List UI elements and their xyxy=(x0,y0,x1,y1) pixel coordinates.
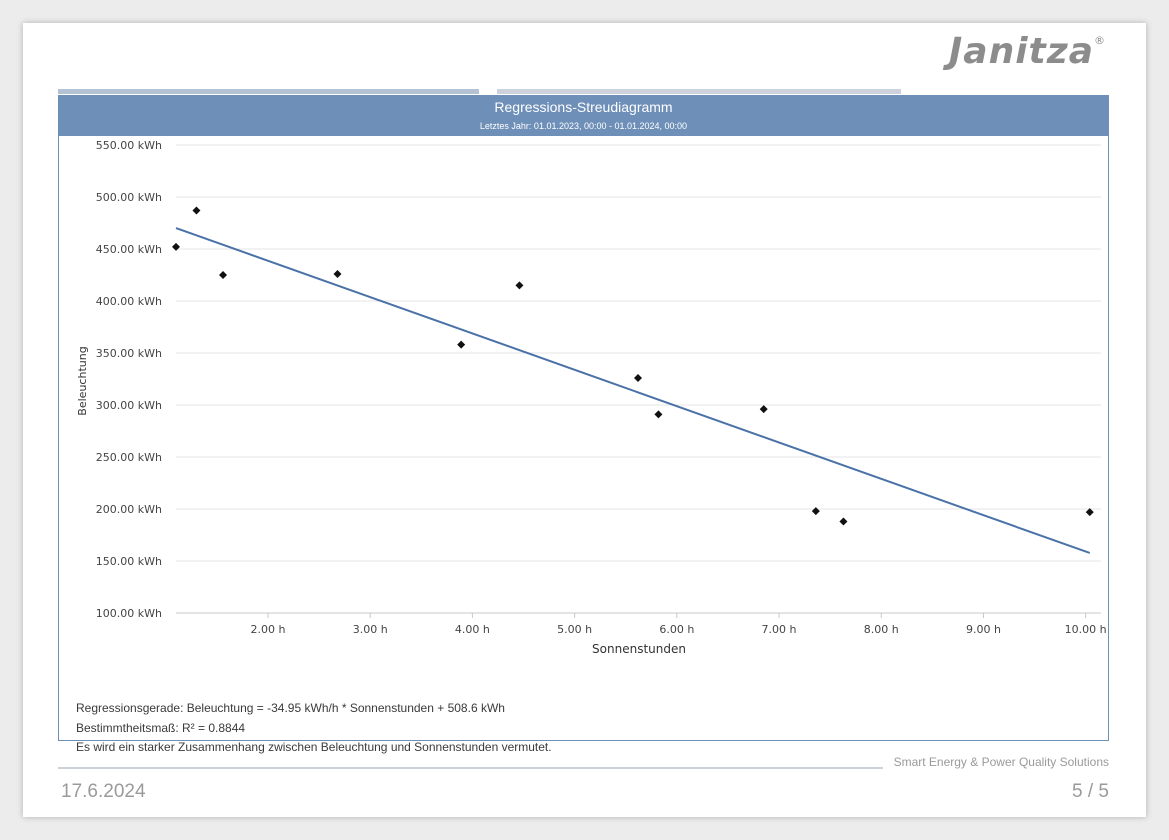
data-point xyxy=(333,269,342,278)
chart-panel: Regressions-Streudiagramm Letztes Jahr: … xyxy=(58,95,1109,754)
footer-divider xyxy=(58,767,883,769)
y-tick-label: 450.00 kWh xyxy=(96,243,162,256)
data-point xyxy=(839,517,848,526)
chart-panel-header: Regressions-Streudiagramm Letztes Jahr: … xyxy=(59,96,1108,136)
y-tick-label: 150.00 kWh xyxy=(96,555,162,568)
x-tick-label: 8.00 h xyxy=(864,623,899,636)
data-point xyxy=(654,410,663,419)
x-tick-label: 4.00 h xyxy=(455,623,490,636)
data-point xyxy=(457,340,466,349)
chart-subtitle: Letztes Jahr: 01.01.2023, 00:00 - 01.01.… xyxy=(479,121,688,131)
data-points xyxy=(172,206,1094,526)
data-point xyxy=(172,242,180,251)
logo-text: Janitza xyxy=(948,31,1094,72)
report-date: 17.6.2024 xyxy=(61,781,146,802)
header-bar-left xyxy=(58,89,479,94)
page-number: 5 / 5 xyxy=(1072,781,1109,802)
grid-lines xyxy=(176,144,1101,614)
x-tick-label: 3.00 h xyxy=(353,623,388,636)
y-tick-label: 500.00 kWh xyxy=(96,191,162,204)
y-tick-label: 550.00 kWh xyxy=(96,139,162,152)
chart-title: Regressions-Streudiagramm xyxy=(494,99,673,115)
y-tick-label: 250.00 kWh xyxy=(96,451,162,464)
x-tick-label: 5.00 h xyxy=(557,623,592,636)
data-point xyxy=(192,206,201,215)
y-tick-labels: 100.00 kWh 150.00 kWh 200.00 kWh 250.00 kWh… xyxy=(96,139,162,620)
tagline: Smart Energy & Power Quality Solutions xyxy=(893,755,1109,769)
data-point xyxy=(633,373,642,382)
header-bar-right xyxy=(497,89,901,94)
data-point xyxy=(515,281,524,290)
y-tick-label: 300.00 kWh xyxy=(96,399,162,412)
scatter-chart: 100.00 kWh 150.00 kWh 200.00 kWh 250.00 kWh… xyxy=(76,139,1107,656)
y-tick-label: 200.00 kWh xyxy=(96,503,162,516)
y-tick-label: 400.00 kWh xyxy=(96,295,162,308)
janitza-logo: Janitza® xyxy=(949,31,1106,72)
y-tick-label: 350.00 kWh xyxy=(96,347,162,360)
report-page: Janitza® Regressions-Streudiagramm Letzt… xyxy=(23,23,1146,817)
x-axis-label: Sonnenstunden xyxy=(592,642,686,656)
y-tick-label: 100.00 kWh xyxy=(96,607,162,620)
x-tick-labels: 2.00 h 3.00 h 4.00 h 5.00 h 6.00 h 7.00 h 8.00… xyxy=(251,613,1107,636)
x-tick-label: 6.00 h xyxy=(659,623,694,636)
data-point xyxy=(219,271,228,279)
logo-registered-mark: ® xyxy=(1094,34,1106,47)
x-tick-label: 9.00 h xyxy=(966,623,1001,636)
x-tick-label: 2.00 h xyxy=(251,623,286,636)
regression-equation: Regressionsgerade: Beleuchtung = -34.95 … xyxy=(76,701,505,715)
x-tick-label: 7.00 h xyxy=(762,623,797,636)
data-point xyxy=(1085,508,1094,517)
regression-line xyxy=(175,227,1091,554)
data-point xyxy=(759,405,768,414)
y-axis-label: Beleuchtung xyxy=(76,346,89,415)
correlation-note: Es wird ein starker Zusammenhang zwische… xyxy=(76,740,552,754)
coefficient-of-determination: Bestimmtheitsmaß: R² = 0.8844 xyxy=(76,721,246,735)
x-tick-label: 10.00 h xyxy=(1065,623,1107,636)
data-point xyxy=(811,507,820,516)
